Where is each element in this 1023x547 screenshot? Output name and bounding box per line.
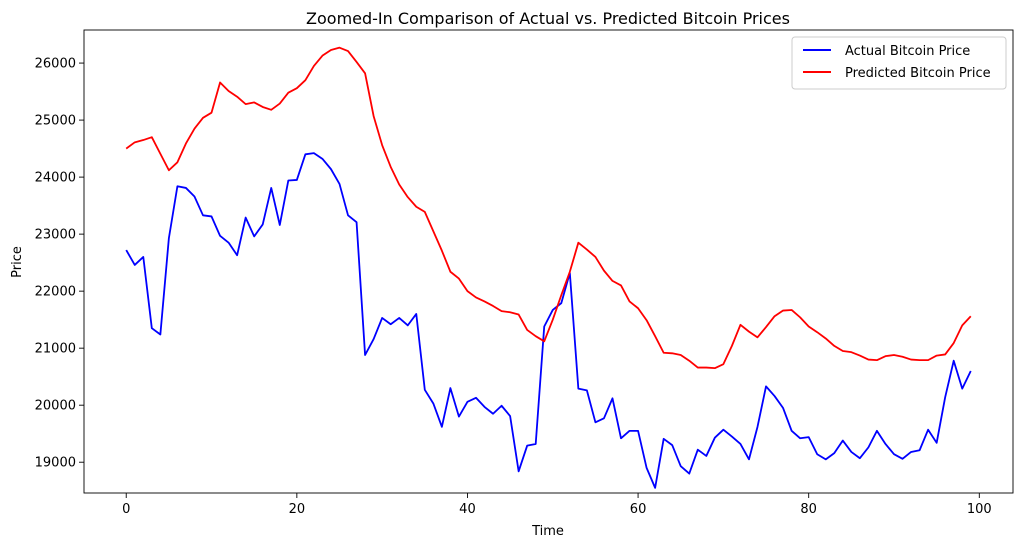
plot-area (83, 29, 1014, 494)
y-tick-label: 24000 (35, 171, 76, 186)
plot-frame (83, 29, 1014, 494)
legend-label-actual: Actual Bitcoin Price (845, 44, 970, 59)
x-tick-label: 80 (800, 502, 817, 517)
y-tick-label: 23000 (35, 228, 76, 243)
x-tick-label: 40 (459, 502, 476, 517)
legend-label-predicted: Predicted Bitcoin Price (845, 66, 991, 81)
chart-title: Zoomed-In Comparison of Actual vs. Predi… (306, 9, 790, 28)
legend-box (791, 36, 1007, 90)
series-line-actual (125, 152, 972, 489)
y-tick-label: 20000 (35, 399, 76, 414)
x-axis-title: Time (531, 524, 564, 539)
y-tick-label: 21000 (35, 342, 76, 357)
series-lines (125, 46, 972, 489)
x-tick-label: 20 (289, 502, 306, 517)
y-axis-title: Price (10, 246, 25, 278)
y-tick-label: 19000 (35, 456, 76, 471)
y-tick-label: 25000 (35, 114, 76, 129)
x-axis: 0 20 40 60 80 100 (122, 493, 992, 517)
y-tick-label: 26000 (35, 57, 76, 72)
x-tick-label: 60 (630, 502, 647, 517)
y-axis: 19000 20000 21000 22000 23000 24000 25000 26000 (35, 57, 84, 471)
y-tick-label: 22000 (35, 285, 76, 300)
legend: Actual Bitcoin Price Predicted Bitcoin P… (791, 36, 1007, 90)
plot-background (84, 30, 1013, 493)
series-line-predicted (125, 46, 972, 370)
x-tick-label: 100 (967, 502, 992, 517)
x-tick-label: 0 (122, 502, 130, 517)
